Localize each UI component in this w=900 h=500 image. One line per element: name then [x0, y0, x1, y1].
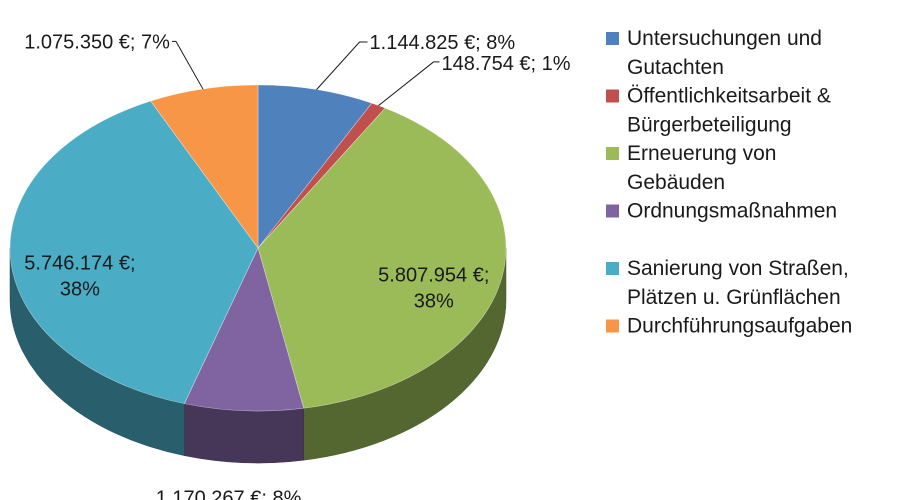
slice-erneuerung-von-gebaeuden: [257, 107, 507, 409]
data-label-text: 38%: [414, 291, 454, 313]
legend-label: Plätzen u. Grünflächen: [627, 286, 841, 309]
legend-label: Gebäuden: [627, 171, 725, 194]
data-label-ordnungsmassnahmen: 1.170.267 €; 8%: [156, 488, 302, 500]
side-wall-ordnungsmassnahmen: [184, 403, 304, 464]
data-label-oeffentlichkeitsarbeit-buergerbeteiligung: 148.754 €; 1%: [378, 53, 571, 106]
data-label-sanierung-von-strassen-plaetzen-u-gruenflaechen: 5.746.174 €; 38%: [24, 253, 135, 301]
data-label-text: 5.807.954 €;: [378, 265, 489, 287]
legend-label: Durchführungsaufgaben: [627, 315, 852, 338]
pie-slices: [9, 84, 507, 412]
legend-swatch: [606, 204, 619, 218]
legend-item-ordnungsmassnahmen: Ordnungsmaßnahmen: [606, 200, 837, 223]
data-labels: 1.144.825 €; 8%148.754 €; 1% 5.807.954 €;…: [24, 31, 570, 500]
legend-label: Ordnungsmaßnahmen: [627, 200, 837, 223]
legend-label: Öffentlichkeitsarbeit &: [627, 85, 831, 108]
data-label-erneuerung-von-gebaeuden: 5.807.954 €; 38%: [378, 265, 489, 313]
legend-item-durchfuehrungsaufgaben: Durchführungsaufgaben: [606, 315, 852, 338]
legend: Untersuchungen und Gutachten Öffentlichkei…: [606, 27, 852, 338]
legend-swatch: [606, 32, 619, 45]
slice-durchfuehrungsaufgaben: [150, 84, 259, 249]
data-label-untersuchungen-und-gutachten: 1.144.825 €; 8%: [316, 32, 516, 90]
leader-line: [378, 61, 440, 106]
data-label-text: 148.754 €; 1%: [442, 53, 571, 75]
data-label-text: 1.075.350 €; 7%: [24, 31, 170, 53]
legend-item-erneuerung-von-gebaeuden: Erneuerung von Gebäuden: [606, 142, 776, 194]
legend-swatch: [606, 89, 619, 103]
legend-label: Untersuchungen und: [627, 27, 822, 50]
legend-item-oeffentlichkeitsarbeit-buergerbeteiligung: Öffentlichkeitsarbeit & Bürgerbeteiligung: [606, 85, 831, 137]
data-label-text: 5.746.174 €;: [24, 253, 135, 275]
data-label-text: 1.170.267 €; 8%: [156, 488, 302, 500]
data-label-text: 38%: [60, 279, 100, 301]
data-label-durchfuehrungsaufgaben: 1.075.350 €; 7%: [24, 31, 204, 90]
slice-sanierung-von-strassen-plaetzen-u-gruenflaechen: [9, 100, 259, 404]
legend-swatch: [606, 262, 619, 275]
leader-line: [171, 40, 204, 90]
legend-swatch: [606, 147, 619, 160]
legend-label: Bürgerbeteiligung: [627, 114, 792, 137]
data-label-text: 1.144.825 €; 8%: [370, 32, 516, 54]
slice-ordnungsmassnahmen: [183, 247, 305, 412]
legend-swatch: [606, 319, 619, 333]
legend-label: Erneuerung von: [627, 142, 776, 165]
legend-item-sanierung-von-strassen-plaetzen-u-gruenflaechen: Sanierung von Straßen, Plätzen u. Grünflä…: [606, 257, 849, 309]
legend-item-untersuchungen-und-gutachten: Untersuchungen und Gutachten: [606, 27, 822, 79]
legend-label: Sanierung von Straßen,: [627, 257, 849, 280]
leader-line: [316, 41, 368, 90]
legend-label: Gutachten: [627, 56, 724, 79]
